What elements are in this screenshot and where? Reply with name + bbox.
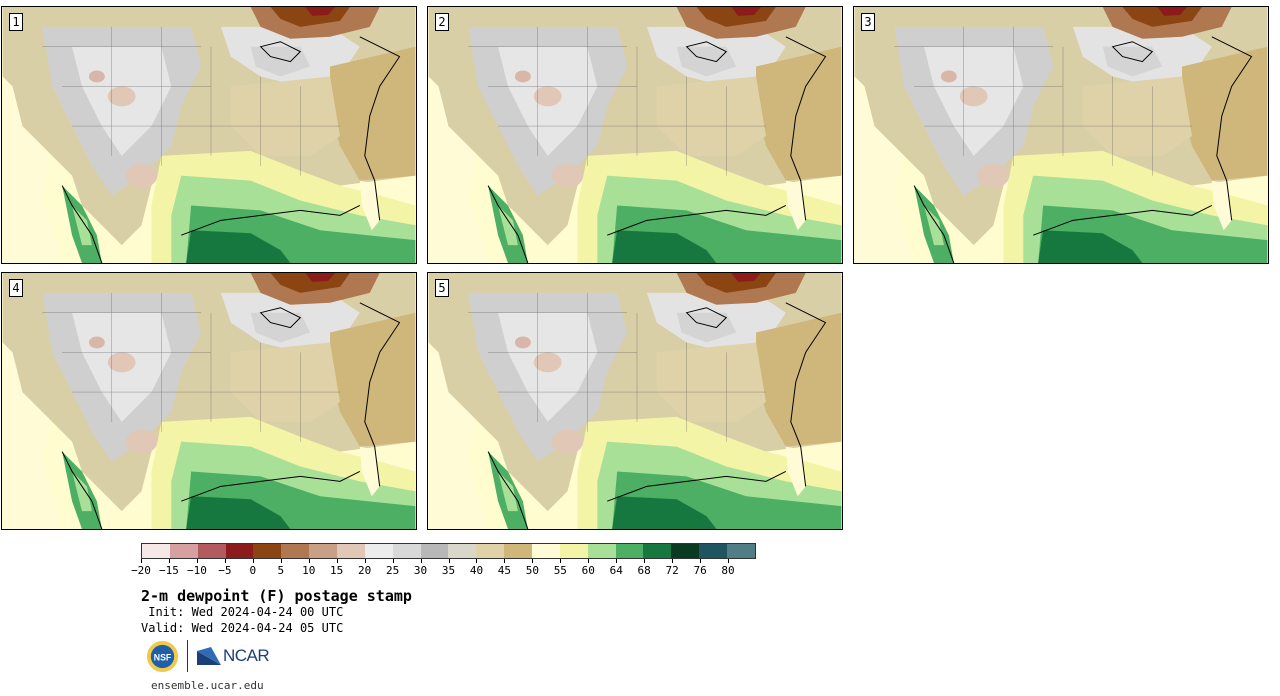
colorbar-swatch bbox=[392, 544, 421, 558]
ncar-logo-icon bbox=[197, 647, 221, 665]
panel-number: 4 bbox=[9, 279, 23, 297]
map-panel-1: 1 bbox=[1, 6, 417, 264]
colorbar-swatch bbox=[504, 544, 533, 558]
logo-divider bbox=[187, 640, 188, 672]
colorbar-tick-mark bbox=[420, 559, 422, 563]
colorbar-tick-label: 50 bbox=[525, 564, 539, 577]
colorbar-tick-mark bbox=[168, 559, 170, 563]
colorbar-tick-label: −5 bbox=[218, 564, 232, 577]
nsf-logo-text: NSF bbox=[154, 652, 172, 662]
colorbar-tick-label: 76 bbox=[693, 564, 707, 577]
panel-number: 1 bbox=[9, 13, 23, 31]
colorbar-tick-mark bbox=[644, 559, 646, 563]
colorbar-tick-mark bbox=[364, 559, 366, 563]
colorbar-tick-mark bbox=[560, 559, 562, 563]
init-time: Init: Wed 2024-04-24 00 UTC bbox=[141, 605, 344, 619]
panel-number: 3 bbox=[861, 13, 875, 31]
colorbar-tick-label: 68 bbox=[637, 564, 651, 577]
valid-time: Valid: Wed 2024-04-24 05 UTC bbox=[141, 621, 344, 635]
panel-number: 2 bbox=[435, 13, 449, 31]
colorbar-swatch bbox=[337, 544, 365, 558]
colorbar-tick-mark bbox=[476, 559, 478, 563]
dewpoint-map bbox=[428, 7, 842, 263]
website-url: ensemble.ucar.edu bbox=[151, 679, 264, 692]
dewpoint-map bbox=[854, 7, 1268, 263]
colorbar-swatch bbox=[169, 544, 198, 558]
colorbar-tick-mark bbox=[280, 559, 282, 563]
dewpoint-map bbox=[2, 273, 416, 529]
colorbar-tick-mark bbox=[392, 559, 394, 563]
colorbar bbox=[141, 543, 756, 559]
colorbar-swatch bbox=[448, 544, 477, 558]
colorbar-swatch bbox=[643, 544, 672, 558]
colorbar-tick-mark bbox=[504, 559, 506, 563]
colorbar-tick-label: 25 bbox=[385, 564, 400, 577]
colorbar-tick-mark bbox=[532, 559, 534, 563]
colorbar-tick-label: 80 bbox=[721, 564, 735, 577]
colorbar-tick-label: 40 bbox=[469, 564, 484, 577]
colorbar-tick-label: 60 bbox=[581, 564, 595, 577]
colorbar-swatch bbox=[615, 544, 644, 558]
colorbar-tick-label: 15 bbox=[330, 564, 344, 577]
colorbar-swatch bbox=[142, 544, 170, 558]
colorbar-swatch bbox=[364, 544, 393, 558]
colorbar-tick-mark bbox=[336, 559, 338, 563]
map-panel-5: 5 bbox=[427, 272, 843, 530]
dewpoint-map bbox=[428, 273, 842, 529]
colorbar-tick-label: −20 bbox=[131, 564, 151, 577]
colorbar-tick-label: 35 bbox=[441, 564, 456, 577]
colorbar-swatch bbox=[197, 544, 226, 558]
colorbar-tick-label: −15 bbox=[159, 564, 179, 577]
colorbar-tick-mark bbox=[588, 559, 590, 563]
colorbar-tick-mark bbox=[196, 559, 198, 563]
colorbar-swatch bbox=[727, 544, 755, 558]
colorbar-swatch bbox=[587, 544, 616, 558]
colorbar-swatch bbox=[476, 544, 505, 558]
colorbar-tick-mark bbox=[700, 559, 702, 563]
colorbar-tick-mark bbox=[252, 559, 254, 563]
colorbar-swatch bbox=[281, 544, 310, 558]
ncar-logo: NCAR bbox=[197, 644, 270, 668]
nsf-logo: NSF bbox=[146, 640, 179, 673]
colorbar-swatch bbox=[225, 544, 254, 558]
colorbar-swatch bbox=[420, 544, 449, 558]
colorbar-tick-label: 64 bbox=[609, 564, 623, 577]
colorbar-tick-mark bbox=[672, 559, 674, 563]
colorbar-tick-mark bbox=[308, 559, 310, 563]
page-title: 2-m dewpoint (F) postage stamp bbox=[141, 587, 412, 605]
map-panel-3: 3 bbox=[853, 6, 1269, 264]
colorbar-tick-label: 55 bbox=[553, 564, 567, 577]
colorbar-tick-label: 0 bbox=[249, 564, 257, 577]
colorbar-swatch bbox=[671, 544, 700, 558]
colorbar-tick-label: 30 bbox=[413, 564, 428, 577]
colorbar-swatch bbox=[253, 544, 282, 558]
colorbar-tick-mark bbox=[616, 559, 618, 563]
panel-number: 5 bbox=[435, 279, 449, 297]
colorbar-tick-label: 20 bbox=[358, 564, 372, 577]
colorbar-tick-label: 72 bbox=[665, 564, 679, 577]
colorbar-swatch bbox=[532, 544, 560, 558]
map-panel-4: 4 bbox=[1, 272, 417, 530]
map-panel-2: 2 bbox=[427, 6, 843, 264]
ncar-logo-text: NCAR bbox=[223, 646, 270, 665]
colorbar-tick-mark bbox=[448, 559, 450, 563]
colorbar-swatch bbox=[309, 544, 338, 558]
colorbar-tick-mark bbox=[141, 559, 142, 563]
colorbar-tick-label: 5 bbox=[277, 564, 285, 577]
colorbar-tick-mark bbox=[224, 559, 226, 563]
colorbar-tick-label: −10 bbox=[186, 564, 207, 577]
colorbar-tick-label: 10 bbox=[302, 564, 316, 577]
colorbar-tick-label: 45 bbox=[497, 564, 512, 577]
colorbar-swatch bbox=[699, 544, 728, 558]
colorbar-swatch bbox=[559, 544, 588, 558]
dewpoint-map bbox=[2, 7, 416, 263]
colorbar-tick-mark bbox=[728, 559, 730, 563]
